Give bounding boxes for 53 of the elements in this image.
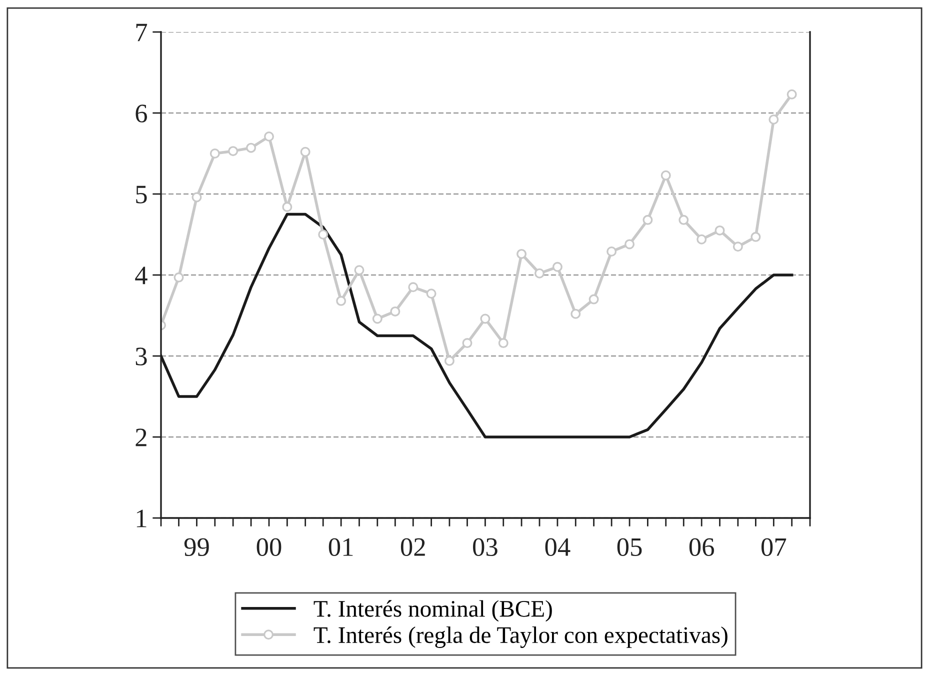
x-tick-label: 00	[256, 538, 282, 556]
point	[426, 288, 436, 299]
point	[570, 308, 581, 319]
x-tick-label: 01	[328, 538, 353, 556]
point	[606, 246, 617, 257]
point	[660, 170, 671, 180]
point	[372, 314, 382, 324]
point	[246, 142, 256, 153]
x-tick-label: 03	[473, 538, 498, 556]
legend-label: T. Interés nominal (BCE)	[314, 600, 552, 622]
point	[516, 248, 527, 259]
x-tick-label: 06	[689, 538, 714, 556]
y-tick-label: 4	[135, 266, 148, 284]
point	[642, 214, 653, 225]
point	[534, 268, 545, 278]
x-tick-label: 02	[400, 538, 425, 556]
y-tick-label: 1	[136, 510, 146, 528]
point	[714, 225, 725, 236]
point	[624, 239, 635, 250]
point	[390, 306, 400, 316]
y-tick-label: 3	[136, 348, 147, 366]
x-tick-label: 07	[761, 538, 786, 556]
point	[318, 230, 328, 240]
point	[264, 131, 274, 142]
point	[462, 338, 472, 348]
point	[750, 232, 761, 242]
y-tick-label: 5	[136, 186, 147, 204]
point	[588, 294, 599, 304]
point	[408, 282, 418, 292]
point	[174, 272, 184, 282]
y-tick-label: 7	[136, 24, 148, 42]
point	[444, 356, 454, 366]
point	[336, 296, 346, 306]
point	[210, 148, 220, 158]
point	[678, 214, 689, 225]
y-tick-label: 6	[136, 104, 148, 122]
point	[498, 338, 508, 348]
x-tick-label: 05	[617, 538, 642, 556]
point	[480, 314, 490, 324]
point	[282, 202, 292, 212]
x-tick-label: 04	[545, 538, 570, 556]
point	[732, 242, 743, 252]
y-tick-label: 2	[136, 428, 146, 446]
point	[696, 234, 707, 244]
point	[354, 265, 364, 276]
x-tick-label: 99	[184, 538, 209, 556]
point	[786, 89, 797, 100]
point	[768, 114, 779, 124]
legend-label: T. Interés (regla de Taylor con expectativas)	[314, 626, 728, 648]
point	[552, 262, 562, 272]
point	[228, 146, 238, 156]
point	[300, 146, 310, 157]
point	[192, 192, 202, 202]
